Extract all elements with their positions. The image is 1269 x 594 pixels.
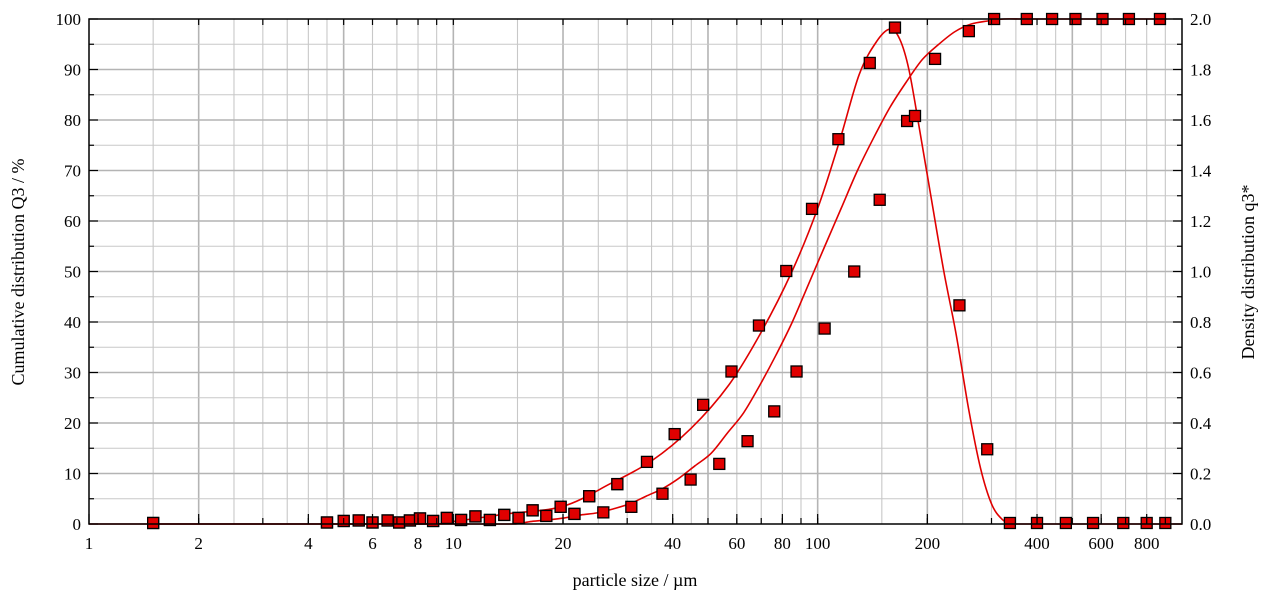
density-point (583, 490, 596, 503)
x-tick-label: 6 (368, 534, 377, 553)
ticks (88, 18, 1182, 525)
density-point (611, 477, 624, 491)
y-left-tick-label: 60 (64, 212, 81, 231)
grid (89, 19, 1182, 524)
density-point (1003, 516, 1017, 530)
x-tick-label: 2 (194, 534, 203, 553)
y-left-tick-label: 50 (64, 263, 81, 282)
y-right-tick-label: 1.4 (1190, 162, 1212, 181)
y-left-tick-label: 0 (73, 515, 82, 534)
density-point (526, 504, 539, 517)
y-right-tick-label: 1.8 (1190, 61, 1211, 80)
density-point (320, 516, 334, 529)
density-point (697, 398, 710, 411)
y-left-tick-label: 40 (64, 313, 81, 332)
x-tick-label: 800 (1134, 534, 1160, 553)
y-left-tick-label: 100 (56, 10, 82, 29)
x-axis-title: particle size / µm (573, 570, 698, 590)
density-point (640, 455, 654, 469)
y-left-tick-label: 80 (64, 111, 81, 130)
cumulative-point (790, 365, 803, 378)
density-point (863, 56, 876, 70)
y-right-tick-label: 0.8 (1190, 313, 1211, 332)
density-point (392, 516, 406, 529)
y-right-tick-label: 0.4 (1190, 414, 1212, 433)
x-tick-label: 1 (85, 534, 94, 553)
x-tick-label: 60 (728, 534, 745, 553)
cumulative-point (597, 506, 610, 519)
x-tick-label: 600 (1088, 534, 1114, 553)
density-point (981, 443, 994, 456)
y-right-axis-title: Density distribution q3* (1238, 185, 1258, 360)
density-curve (89, 28, 1182, 525)
cumulative-point (928, 52, 942, 66)
x-tick-label: 4 (304, 534, 313, 553)
cumulative-point (962, 24, 976, 38)
density-point (1117, 516, 1130, 530)
density-point (540, 509, 553, 523)
density-point (440, 511, 454, 525)
cumulative-point (684, 473, 697, 486)
density-point (953, 299, 966, 312)
density-point (352, 514, 365, 527)
y-left-tick-label: 70 (64, 162, 81, 181)
cumulative-point (656, 487, 669, 500)
density-point (413, 512, 427, 525)
x-tick-label: 80 (774, 534, 791, 553)
y-left-tick-label: 30 (64, 364, 81, 383)
cumulative-point (625, 500, 638, 513)
density-point (454, 513, 468, 527)
cumulative-point (818, 322, 831, 335)
x-tick-label: 10 (445, 534, 462, 553)
cumulative-point (873, 193, 886, 206)
x-tick-label: 40 (664, 534, 681, 553)
density-point (426, 514, 440, 528)
y-right-tick-label: 1.0 (1190, 263, 1211, 282)
y-right-tick-label: 1.6 (1190, 111, 1211, 130)
x-tick-label: 400 (1024, 534, 1050, 553)
density-point (1059, 516, 1073, 530)
y-left-axis-title: Cumulative distribution Q3 / % (8, 159, 28, 386)
x-tick-label: 8 (414, 534, 423, 553)
y-right-tick-label: 0.2 (1190, 465, 1211, 484)
density-point (469, 510, 482, 523)
density-point (498, 508, 511, 522)
x-tick-label: 20 (555, 534, 572, 553)
density-point (147, 516, 160, 530)
cumulative-point (741, 435, 754, 448)
y-left-tick-label: 10 (64, 465, 81, 484)
tick-labels: 0 10 20 30 40 50 60 70 80 90 100 0.0 0.2 0.4 0.6 0.8 1.0… (56, 10, 1212, 553)
density-point (668, 427, 681, 441)
density-point (1086, 516, 1100, 530)
density-point (780, 264, 793, 278)
density-point (752, 319, 766, 332)
density-point (483, 513, 497, 527)
cumulative-point (713, 457, 726, 471)
y-right-tick-label: 2.0 (1190, 10, 1211, 29)
density-point (908, 109, 922, 123)
density-point (832, 133, 845, 146)
y-right-tick-label: 0.0 (1190, 515, 1211, 534)
y-left-tick-label: 90 (64, 61, 81, 80)
y-right-tick-label: 0.6 (1190, 364, 1211, 383)
x-tick-label: 100 (805, 534, 831, 553)
density-point (725, 365, 738, 378)
density-point (805, 202, 819, 216)
cumulative-point (848, 265, 861, 278)
y-right-tick-label: 1.2 (1190, 212, 1211, 231)
density-point (512, 511, 525, 525)
x-tick-label: 200 (915, 534, 941, 553)
y-left-tick-label: 20 (64, 414, 81, 433)
density-point (568, 507, 581, 521)
density-point (554, 500, 567, 513)
cumulative-point (768, 405, 781, 418)
density-point (888, 21, 902, 34)
